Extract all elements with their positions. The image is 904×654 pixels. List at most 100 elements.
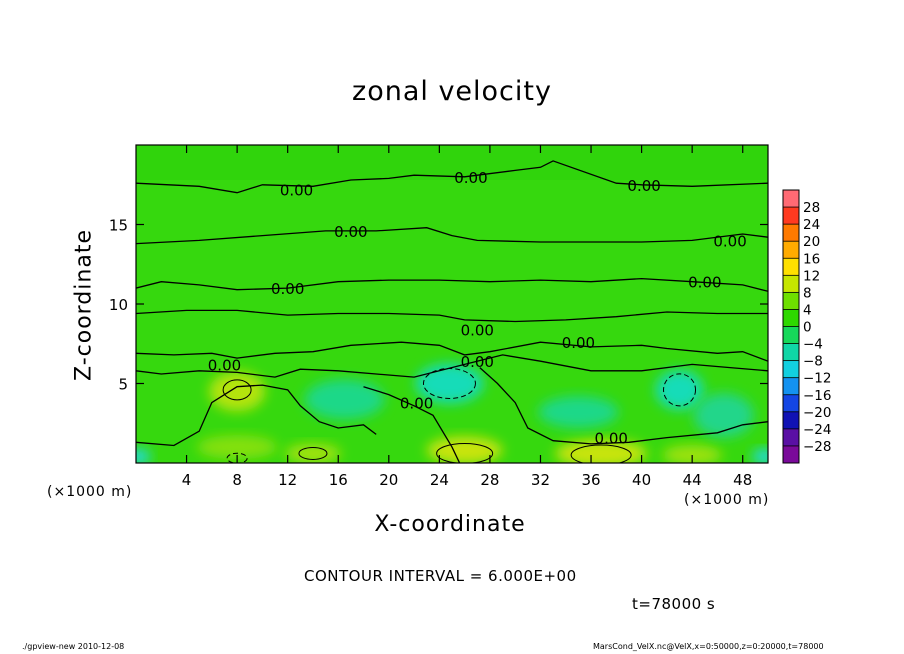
contour-value-label: 0.00 [454,169,487,187]
colorbar-level-label: 28 [803,200,820,216]
x-tick-label: 32 [531,471,550,489]
x-tick-label: 4 [182,471,192,489]
field-bottom-blob [284,443,341,463]
time-text: t=78000 s [632,595,716,613]
field-bottom-blob [426,436,503,463]
contour-value-label: 0.00 [334,223,367,241]
colorbar-swatch [783,394,799,413]
x-tick-label: 12 [278,471,297,489]
colorbar-level-label: −4 [803,337,823,353]
colorbar-level-label: 20 [803,234,820,250]
colorbar-level-label: −16 [803,388,832,404]
contour-max-left [222,379,252,401]
field-neg-blob [538,396,619,429]
contour-line [363,386,461,463]
x-tick-label: 16 [329,471,348,489]
velocity-field [136,145,768,463]
contour-value-label: 0.00 [271,280,304,298]
x-ticks: 4 8 12 16 20 24 28 32 36 40 44 48 [182,145,752,489]
colorbar-level-label: 4 [803,302,812,318]
field-band [136,145,768,180]
x-tick-label: 44 [683,471,702,489]
colorbar-swatch [783,258,799,276]
y-tick-label: 10 [109,296,128,314]
field-max-blob [209,371,266,412]
x-unit-label-left: (×1000 m) [47,484,133,500]
contour-value-label: 0.00 [280,182,313,200]
contour-line [136,354,768,378]
contour-value-label: 0.00 [461,353,494,371]
colorbar-swatch [783,241,799,259]
field-min-blob [415,363,484,404]
contour-interval-text: CONTOUR INTERVAL = 6.000E+00 [304,567,577,585]
colorbar-swatch [783,326,799,345]
footer-right: MarsCond_VelX.nc@VelX,x=0:50000,z=0:2000… [593,642,824,651]
colorbar-swatch [783,360,799,379]
x-tick-label: 36 [581,471,600,489]
colorbar-swatch [783,207,799,225]
x-tick-label: 28 [480,471,499,489]
colorbar-level-label: −8 [803,354,823,370]
field-bottom-blob [197,435,278,460]
y-tick-label: 15 [109,217,128,235]
contour-value-label: 0.00 [461,321,494,339]
contour-min-right [663,373,697,407]
colorbar-level-label: 0 [803,320,812,336]
colorbar-swatch [783,445,799,464]
contour-line [136,341,768,362]
contour-value-label: 0.00 [713,232,746,250]
field-corner-blob [136,448,151,463]
contour-max-bottom [436,442,494,463]
contour-value-label: 0.00 [627,177,660,195]
field-bottom-blob [662,445,723,463]
contour-line [136,160,768,194]
y-tick-label: 5 [118,376,128,394]
colorbar-level-label: 8 [803,285,812,301]
contour-line [136,384,377,447]
x-axis-label: X-coordinate [374,512,526,537]
colorbar-swatch [783,309,799,327]
contour-line [136,277,768,292]
colorbar-swatch [783,275,799,293]
contour-value-label: 0.00 [208,356,241,374]
colorbar-swatch [783,428,799,447]
colorbar-swatch [783,411,799,430]
field-bottom-blob [555,439,648,463]
colorbar-level-label: −28 [803,439,832,455]
colorbar-level-label: −24 [803,422,832,438]
field-corner-blob [752,448,768,463]
contour-line [479,367,768,445]
x-tick-label: 8 [232,471,242,489]
contour-lines [136,160,768,463]
colorbar-level-label: 12 [803,268,820,284]
contour-line [136,227,768,245]
contour-value-label: 0.00 [688,274,721,292]
contour-max-bottom [298,446,328,460]
x-unit-label-right: (×1000 m) [684,492,770,508]
field-background [136,145,768,463]
colorbar-swatch [783,190,799,208]
x-tick-label: 48 [733,471,752,489]
x-tick-label: 20 [379,471,398,489]
contour-line [136,309,768,323]
colorbar-swatch [783,224,799,242]
contour-min-center [422,368,476,399]
colorbar-level-label: 24 [803,217,820,233]
colorbar-swatch [783,377,799,396]
y-ticks: 5 10 15 [109,217,768,394]
colorbar-level-label: −12 [803,371,832,387]
field-min-blob [655,369,704,410]
contour-labels: 0.00 0.00 0.00 0.00 0.00 0.00 0.00 0.00 0.00 0.00… [208,169,747,448]
contour-max-bottom [570,444,632,463]
contour-value-label: 0.00 [595,430,628,448]
x-tick-label: 24 [430,471,449,489]
colorbar-level-label: 16 [803,251,820,267]
colorbar-swatch [783,292,799,310]
contour-value-label: 0.00 [400,395,433,413]
footer-left: ./gpview-new 2010-12-08 [22,642,125,651]
contour-value-label: 0.00 [562,334,595,352]
contour-min-bottom [226,452,248,463]
chart-title: zonal velocity [352,76,552,107]
